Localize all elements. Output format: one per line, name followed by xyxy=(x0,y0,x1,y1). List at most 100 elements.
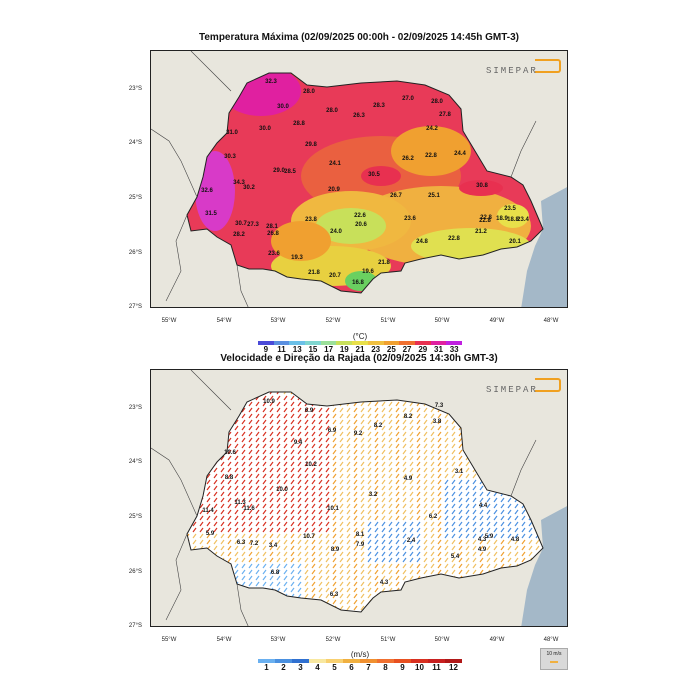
wind-arrow xyxy=(339,473,344,479)
wind-arrow xyxy=(304,413,309,419)
wind-arrow xyxy=(339,413,344,419)
wind-arrow xyxy=(360,575,365,581)
wind-arrow xyxy=(451,431,456,437)
wind-arrow xyxy=(374,407,379,413)
wind-arrow xyxy=(192,539,197,545)
wind-arrow xyxy=(388,443,393,449)
wind-arrow xyxy=(262,449,267,455)
wind-scale-key-label: 10 m/s xyxy=(546,651,562,657)
wind-arrow xyxy=(409,521,414,527)
wind-value-14: 10.0 xyxy=(276,487,288,493)
wind-arrow xyxy=(472,527,477,533)
wind-arrow xyxy=(248,491,253,497)
wind-map-title: Velocidade e Direção da Rajada (02/09/20… xyxy=(220,353,498,364)
temperature-value-1: 32.3 xyxy=(265,79,277,85)
wind-arrow xyxy=(255,509,260,515)
wind-arrow xyxy=(297,509,302,515)
wind-arrow xyxy=(402,461,407,467)
wind-arrow xyxy=(234,515,239,521)
wind-arrow xyxy=(528,521,533,527)
wind-arrow xyxy=(290,461,295,467)
wind-arrow xyxy=(416,527,421,533)
wind-arrow xyxy=(514,521,519,527)
wind-arrow xyxy=(339,443,344,449)
wind-arrow xyxy=(332,503,337,509)
wind-arrow xyxy=(248,569,253,575)
temperature-unit-label: (°C) xyxy=(352,332,368,341)
wind-arrow xyxy=(507,545,512,551)
temperature-value-47: 28.2 xyxy=(233,232,245,238)
wind-arrow xyxy=(297,461,302,467)
temperature-value-33: 23.6 xyxy=(404,216,416,222)
wind-arrow xyxy=(388,437,393,443)
wind-arrow xyxy=(318,413,323,419)
wind-arrow xyxy=(374,479,379,485)
wind-arrow xyxy=(297,425,302,431)
wind-arrow xyxy=(304,407,309,413)
wind-arrow xyxy=(269,413,274,419)
wind-arrow xyxy=(535,539,540,545)
wind-arrow xyxy=(374,455,379,461)
wind-arrow xyxy=(367,569,372,575)
wind-arrow xyxy=(409,407,414,413)
wind-arrow xyxy=(318,575,323,581)
wind-arrow xyxy=(353,479,358,485)
wind-value-26: 5.9 xyxy=(485,534,494,540)
temperature-value-40: 18.9 xyxy=(496,216,508,222)
wind-arrow xyxy=(332,581,337,587)
wind-arrow xyxy=(290,581,295,587)
wind-arrow xyxy=(241,425,246,431)
simepar-logo-mark xyxy=(535,59,561,73)
wind-arrow xyxy=(206,503,211,509)
wind-arrow xyxy=(430,569,435,575)
wind-arrow xyxy=(199,539,204,545)
wind-arrow xyxy=(381,509,386,515)
wind-arrow xyxy=(451,563,456,569)
wind-arrow xyxy=(227,539,232,545)
wind-arrow xyxy=(479,563,484,569)
wind-arrow xyxy=(325,569,330,575)
wind-arrow xyxy=(423,431,428,437)
wind-arrow xyxy=(388,575,393,581)
wind-arrow xyxy=(234,431,239,437)
wind-arrow xyxy=(311,527,316,533)
wind-arrow xyxy=(325,527,330,533)
wind-arrow xyxy=(444,419,449,425)
wind-arrow xyxy=(283,395,288,401)
temperature-value-55: 20.7 xyxy=(329,273,341,279)
wind-arrow xyxy=(374,425,379,431)
wind-arrow xyxy=(521,545,526,551)
wind-arrow xyxy=(416,545,421,551)
wind-arrow xyxy=(269,497,274,503)
wind-arrow xyxy=(248,563,253,569)
wind-arrow xyxy=(241,491,246,497)
wind-arrow xyxy=(437,449,442,455)
wind-arrow xyxy=(451,545,456,551)
wind-arrow xyxy=(304,497,309,503)
wind-colorbar-label-0: 1 xyxy=(264,663,269,672)
wind-arrow xyxy=(262,467,267,473)
wind-arrow xyxy=(255,413,260,419)
wind-arrow xyxy=(479,551,484,557)
wind-arrow xyxy=(465,491,470,497)
wind-arrow xyxy=(283,491,288,497)
temperature-colorbar-label-4: 17 xyxy=(324,345,334,354)
wind-arrow xyxy=(493,527,498,533)
wind-arrow xyxy=(465,527,470,533)
wind-arrow xyxy=(318,461,323,467)
wind-arrow xyxy=(234,533,239,539)
wind-arrow xyxy=(325,449,330,455)
temperature-value-20: 29.0 xyxy=(273,168,285,174)
wind-arrow xyxy=(262,575,267,581)
wind-arrow xyxy=(346,521,351,527)
wind-arrow xyxy=(444,461,449,467)
wind-arrow xyxy=(416,503,421,509)
temperature-value-45: 24.0 xyxy=(330,229,342,235)
wind-arrow xyxy=(395,437,400,443)
wind-arrow xyxy=(346,431,351,437)
wind-arrow xyxy=(451,539,456,545)
wind-arrow xyxy=(290,413,295,419)
wind-arrow xyxy=(353,503,358,509)
wind-arrow xyxy=(311,569,316,575)
wind-colorbar-label-11: 12 xyxy=(449,663,458,672)
